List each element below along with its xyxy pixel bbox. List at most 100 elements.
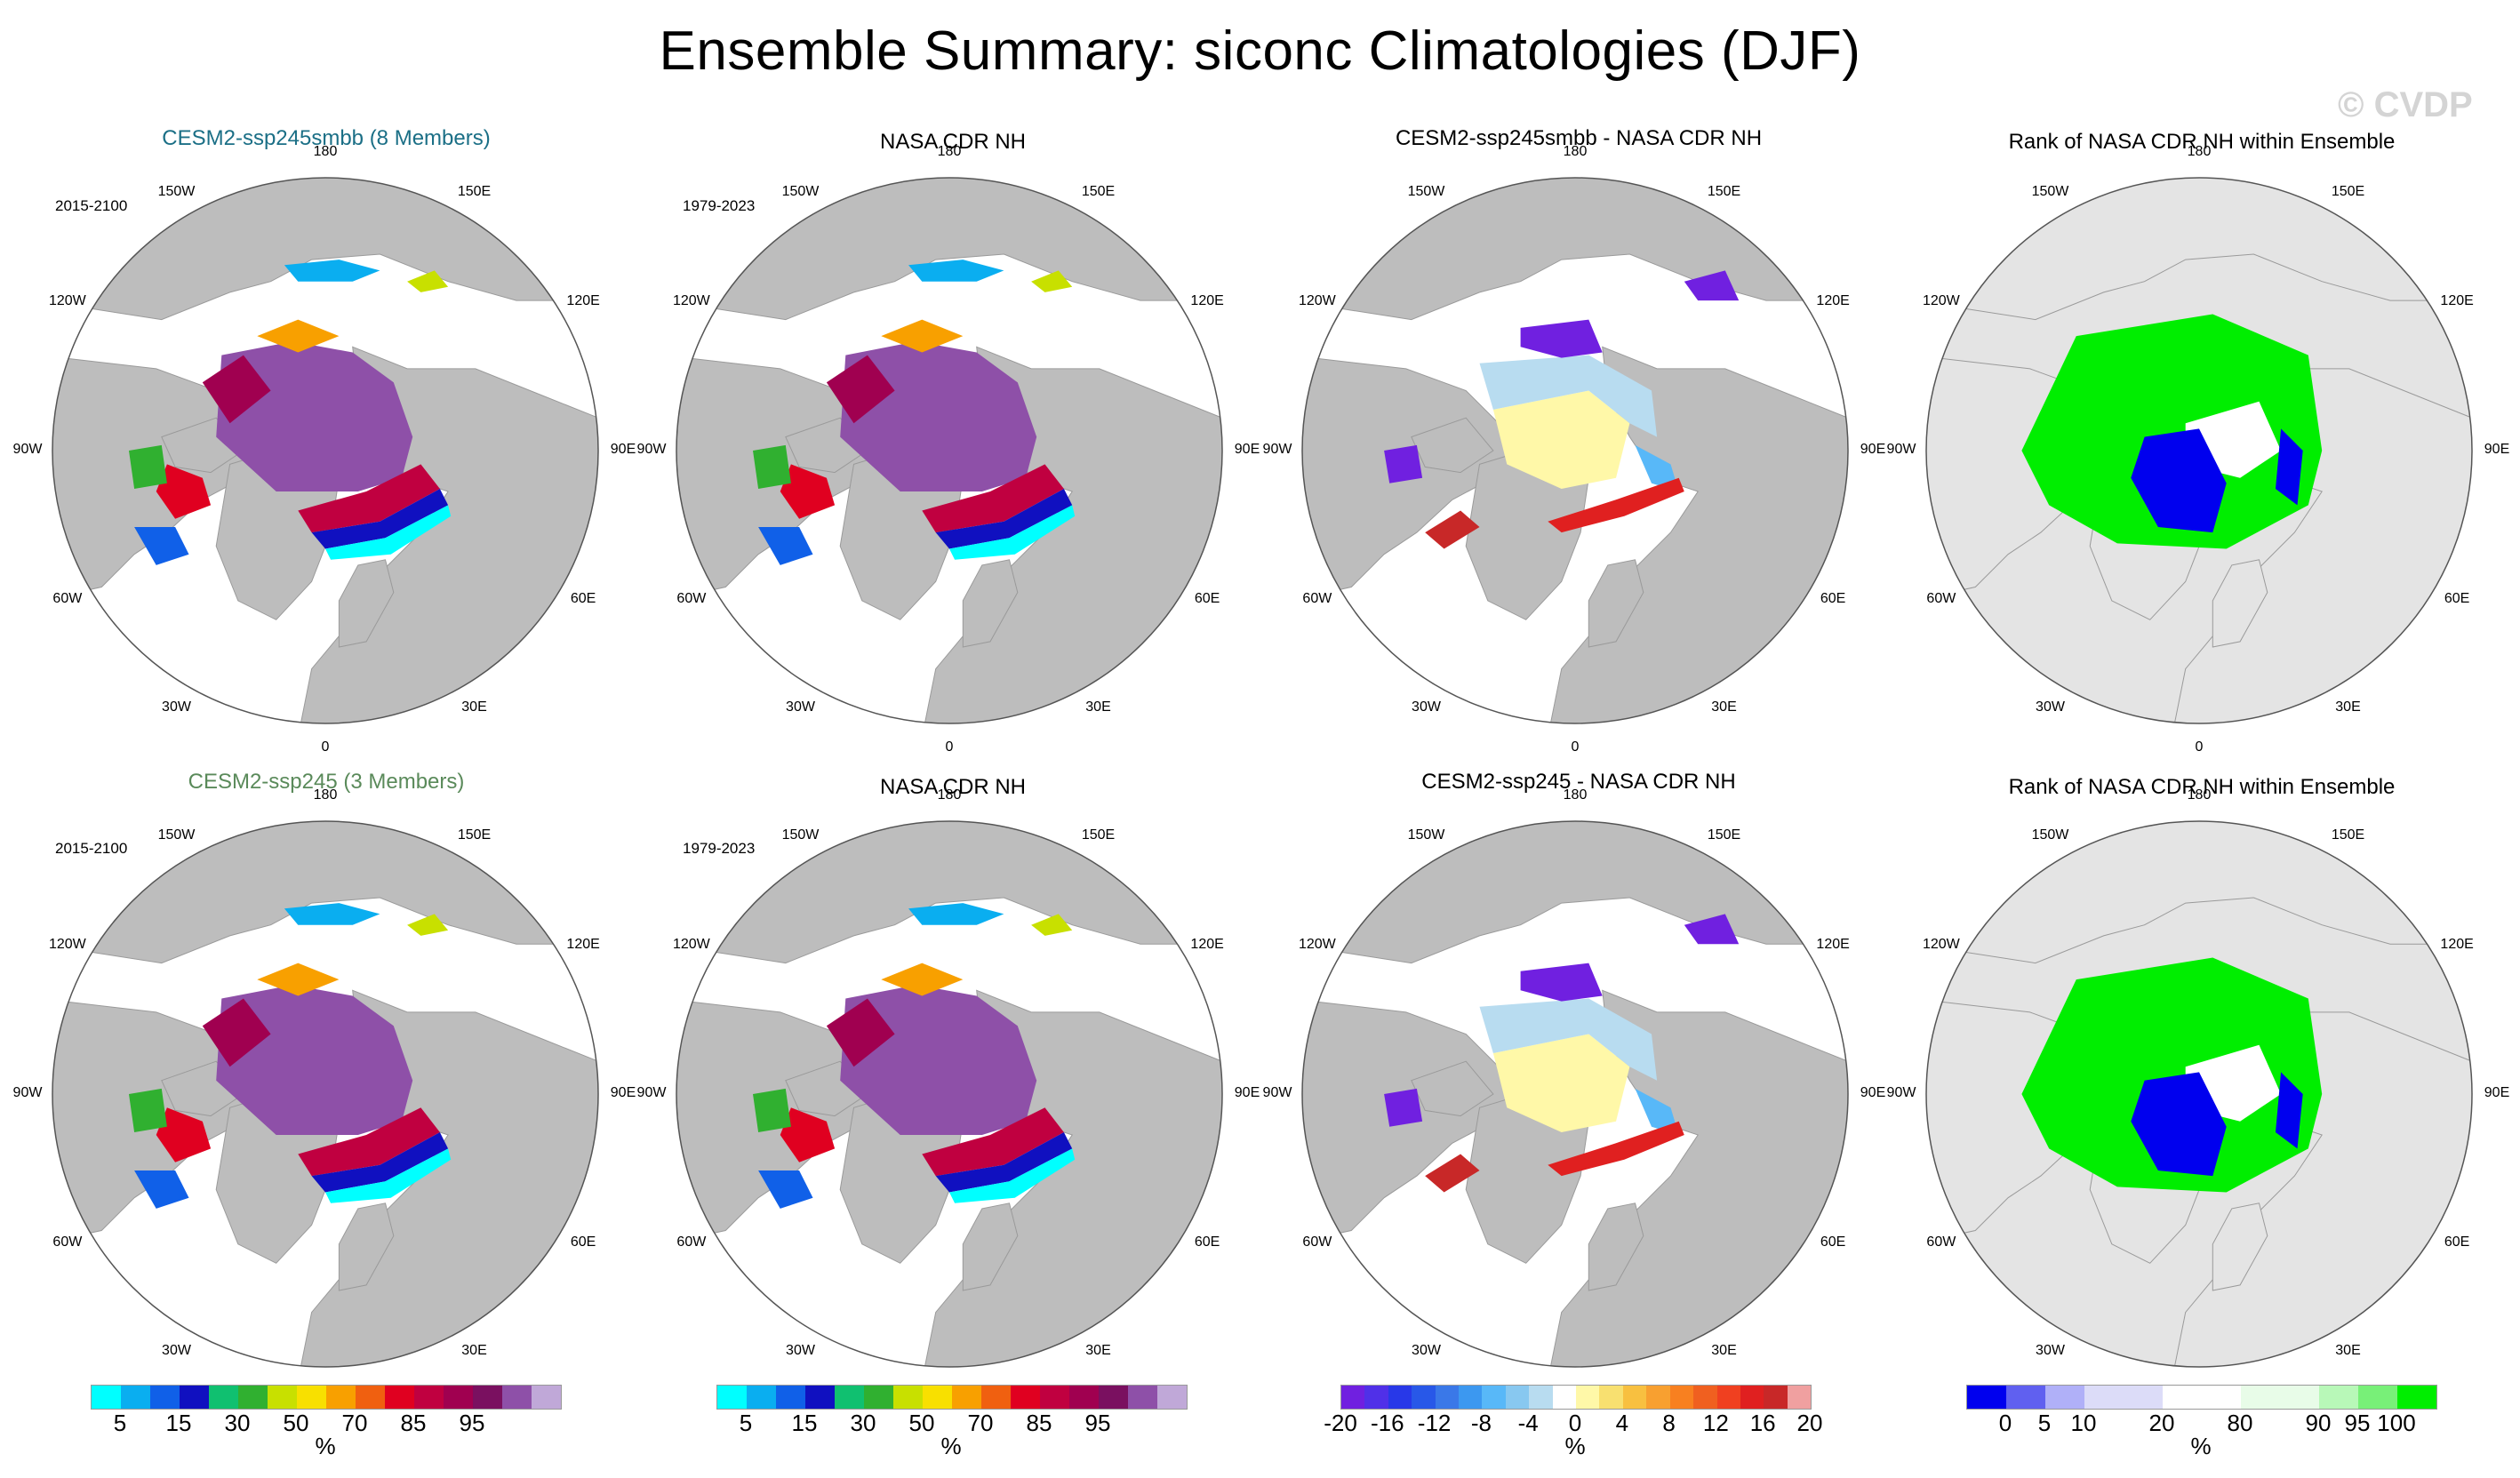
lon-label-120w: 120W [1922, 292, 1960, 308]
sea-ice-region [1635, 1088, 1679, 1135]
panel-title-r1-c2: NASA CDR NH [879, 130, 1027, 154]
sea-ice-region [935, 1132, 1073, 1193]
land-mass [338, 1202, 395, 1291]
lon-label-150w: 150W [157, 827, 196, 843]
sea-ice-region [156, 1107, 212, 1162]
land-mass [2212, 1202, 2268, 1291]
colorbar-segment [326, 1386, 356, 1409]
colorbar-tick-label: 5 [2037, 1410, 2052, 1436]
colorbar-tick-label: 85 [1026, 1410, 1052, 1436]
colorbar-segment [502, 1386, 532, 1409]
map-boundary [1301, 820, 1849, 1368]
polar-map-panel-2 [676, 178, 1222, 723]
map-boundary [1925, 820, 2473, 1368]
sea-ice-region [935, 489, 1073, 549]
lon-label-30e: 30E [461, 1343, 487, 1359]
lon-label-150e: 150E [1081, 183, 1116, 199]
panel-title-r1-c1: CESM2-ssp245smbb (8 Members) [162, 126, 491, 150]
sea-ice-region [1479, 355, 1658, 437]
sea-ice-region [2131, 1072, 2227, 1177]
lon-label-30w: 30W [786, 1343, 815, 1359]
lon-label-30w: 30W [162, 1343, 191, 1359]
colorbar-clim-2 [716, 1385, 1188, 1410]
sea-ice-region [325, 1148, 452, 1203]
colorbar-segment [1011, 1386, 1040, 1409]
lon-label-120w: 120W [1922, 936, 1960, 952]
colorbar-tick-label: 5 [113, 1410, 127, 1436]
colorbar-segment [776, 1386, 805, 1409]
colorbar-segment [1482, 1386, 1506, 1409]
lon-label-180: 180 [2187, 787, 2212, 803]
colorbar-segment [209, 1386, 238, 1409]
colorbar-tick-label: -12 [1417, 1410, 1452, 1436]
colorbar-segment [2045, 1386, 2084, 1409]
sea-ice-region [2276, 428, 2303, 506]
sea-ice-region [922, 464, 1064, 533]
lon-label-150e: 150E [457, 827, 492, 843]
lon-label-30w: 30W [2036, 1343, 2065, 1359]
sea-ice-region [1548, 477, 1684, 533]
colorbar-segment [238, 1386, 268, 1409]
colorbar-segment [385, 1386, 414, 1409]
lon-label-60e: 60E [1820, 590, 1846, 606]
sea-ice-region [1520, 963, 1603, 1002]
lon-label-60w: 60W [676, 1234, 707, 1250]
colorbar-segment [1364, 1386, 1388, 1409]
lon-label-60w: 60W [1926, 1234, 1956, 1250]
lon-label-150w: 150W [1407, 827, 1445, 843]
land-mass [1411, 1060, 1494, 1117]
lon-label-30w: 30W [162, 699, 191, 715]
lon-label-60e: 60E [1194, 590, 1220, 606]
sea-ice-region [1635, 444, 1679, 491]
lon-label-60w: 60W [676, 590, 707, 606]
years-r1-c2: 1979-2023 [683, 197, 756, 214]
sea-ice-region [257, 963, 340, 996]
lon-label-120w: 120W [672, 292, 710, 308]
colorbar-segment [1459, 1386, 1483, 1409]
colorbar-segment [1622, 1386, 1647, 1409]
lon-label-150e: 150E [2331, 827, 2365, 843]
map-boundary [1925, 177, 2473, 724]
panel-title-r2-c3: CESM2-ssp245 - NASA CDR NH [1421, 770, 1736, 794]
colorbar-segment [2163, 1386, 2202, 1409]
panel-title-r1-c4: Rank of NASA CDR NH within Ensemble [2008, 130, 2396, 154]
colorbar-tick-label: 5 [739, 1410, 753, 1436]
sea-ice-region [758, 527, 813, 565]
panel-title-r2-c2: NASA CDR NH [879, 775, 1027, 799]
lon-label-0: 0 [945, 739, 954, 755]
colorbar-segment [444, 1386, 473, 1409]
sea-ice-region [1548, 1121, 1684, 1177]
lon-label-60w: 60W [52, 590, 83, 606]
lon-label-30w: 30W [2036, 699, 2065, 715]
sea-ice-region [949, 1148, 1076, 1203]
colorbar-segment [297, 1386, 326, 1409]
lon-label-90w: 90W [1886, 442, 1916, 457]
colorbar-segment [473, 1386, 502, 1409]
colorbar-unit-1: % [315, 1433, 336, 1459]
lon-label-150w: 150W [157, 183, 196, 199]
lon-label-90e: 90E [610, 1085, 636, 1100]
colorbar-segment [2084, 1386, 2124, 1409]
lon-label-0: 0 [321, 739, 330, 755]
polar-map-panel-5 [52, 821, 598, 1367]
colorbar-segment [717, 1386, 747, 1409]
lon-label-30e: 30E [1085, 1343, 1111, 1359]
colorbar-unit-4: % [2190, 1433, 2212, 1459]
colorbar-segment [2397, 1386, 2436, 1409]
sea-ice-region [949, 505, 1076, 560]
lon-label-30e: 30E [2335, 1343, 2361, 1359]
panel-title-r2-c1: CESM2-ssp245 (3 Members) [188, 770, 465, 794]
sea-ice-region [1425, 1154, 1480, 1193]
sea-ice-region [298, 464, 440, 533]
lon-label-180: 180 [1563, 787, 1588, 803]
lon-label-90e: 90E [1234, 1085, 1260, 1100]
lon-label-0: 0 [1571, 739, 1580, 755]
colorbar-segment [532, 1386, 561, 1409]
sea-ice-region [881, 963, 964, 996]
sea-ice-region [922, 1107, 1064, 1177]
colorbar-tick-label: 16 [1749, 1410, 1776, 1436]
sea-ice-region [1425, 510, 1480, 549]
colorbar-segment [1552, 1386, 1577, 1409]
colorbar-tick-label: 100 [2377, 1410, 2416, 1436]
lon-label-90w: 90W [1886, 1085, 1916, 1100]
